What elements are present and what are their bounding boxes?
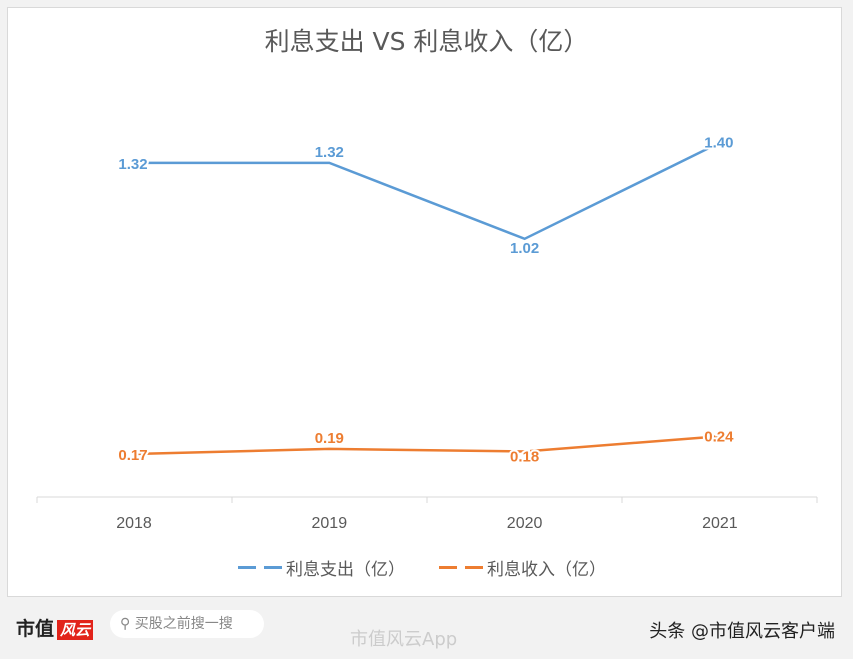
data-label: 0.18 xyxy=(510,448,539,465)
data-label: 1.32 xyxy=(315,144,344,161)
x-tick-label: 2021 xyxy=(702,515,738,532)
chart-card xyxy=(7,7,842,597)
x-tick-label: 2020 xyxy=(507,515,543,532)
legend: 利息支出（亿） 利息收入（亿） xyxy=(238,555,606,580)
search-icon: ⚲ xyxy=(120,616,135,632)
line-chart: 2018 2019 2020 2021 1.32 1.32 1.02 1.40 0.17 0.19… xyxy=(36,133,818,532)
brand-logo: 市值 风云 xyxy=(16,614,94,641)
legend-item-expense: 利息支出（亿） xyxy=(238,555,405,580)
data-label: 1.02 xyxy=(510,240,539,257)
legend-label: 利息支出（亿） xyxy=(286,560,405,580)
data-label: 0.17 xyxy=(118,447,147,464)
legend-swatch xyxy=(439,566,483,569)
legend-item-income: 利息收入（亿） xyxy=(439,555,606,580)
legend-label: 利息收入（亿） xyxy=(487,560,606,580)
x-tick-label: 2018 xyxy=(116,515,152,532)
legend-swatch xyxy=(238,566,282,569)
series-line xyxy=(134,141,721,241)
x-tick-label: 2019 xyxy=(312,515,348,532)
search-placeholder: 买股之前搜一搜 xyxy=(134,616,233,632)
data-label: 1.32 xyxy=(118,156,147,173)
toutiao-credit: 头条 @市值风云客户端 xyxy=(649,621,835,642)
footer: 市值 风云 ⚲ 买股之前搜一搜 市值风云App 头条 @市值风云客户端 xyxy=(0,600,853,659)
search-box[interactable]: ⚲ 买股之前搜一搜 xyxy=(110,610,264,638)
chart-title: 利息支出 VS 利息收入（亿） xyxy=(264,27,589,56)
data-label: 0.19 xyxy=(315,430,344,447)
series-line xyxy=(133,435,720,456)
data-label: 0.24 xyxy=(704,428,734,445)
weibo-watermark: 市值风云App xyxy=(350,629,458,650)
data-label: 1.40 xyxy=(704,135,733,152)
